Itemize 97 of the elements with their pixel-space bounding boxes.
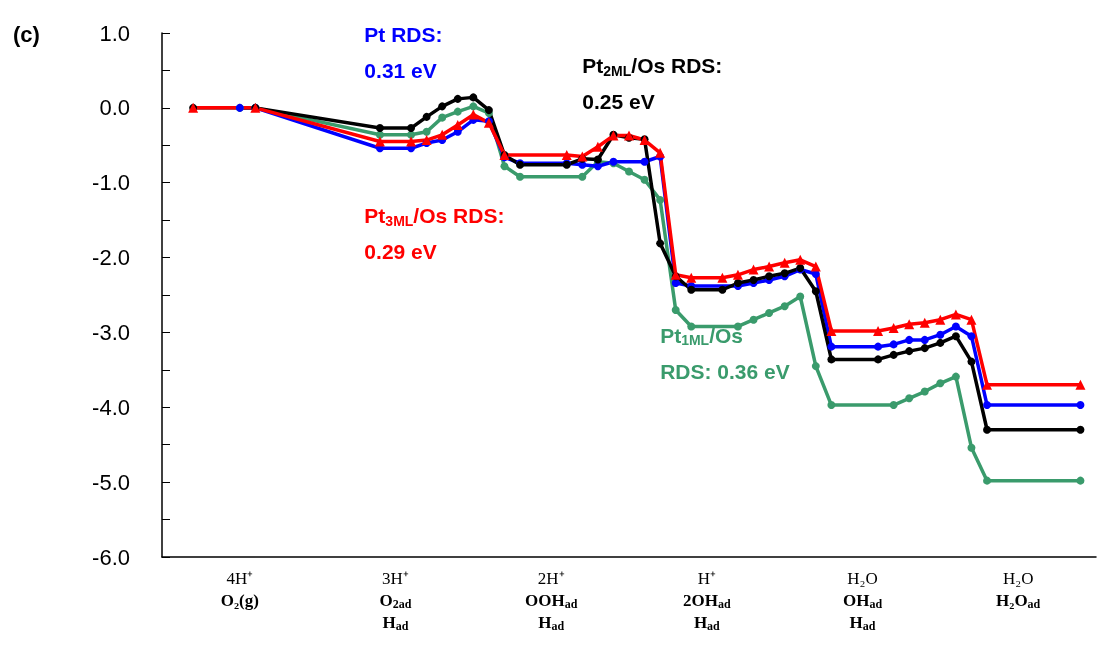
point: [905, 347, 914, 356]
point: [905, 394, 914, 403]
point: [936, 379, 945, 388]
point: [827, 401, 836, 410]
point: [578, 172, 587, 181]
y-tick-label: -6.0: [92, 544, 130, 570]
point: [655, 147, 666, 158]
point: [592, 141, 603, 152]
point: [1076, 401, 1085, 410]
point: [779, 257, 790, 268]
point: [764, 261, 775, 272]
point: [920, 335, 929, 344]
point: [920, 387, 929, 396]
point: [421, 135, 432, 146]
point: [765, 308, 774, 317]
point: [422, 127, 431, 136]
chart-title: (c): [13, 21, 40, 47]
point: [951, 322, 960, 331]
point: [950, 309, 961, 320]
y-tick-label: -1.0: [92, 170, 130, 196]
point: [810, 261, 821, 272]
point: [1076, 476, 1085, 485]
point: [406, 136, 417, 147]
point: [687, 285, 696, 294]
point: [438, 113, 447, 122]
point: [780, 302, 789, 311]
point: [827, 342, 836, 351]
point: [656, 239, 665, 248]
text: Pt RDS: 0.31 eV: [364, 23, 443, 83]
point: [500, 162, 509, 171]
point: [765, 272, 774, 281]
point: [811, 362, 820, 371]
point: [796, 292, 805, 301]
point: [671, 305, 680, 314]
point: [935, 314, 946, 325]
point: [1075, 379, 1086, 390]
point: [889, 340, 898, 349]
y-tick-label: -2.0: [92, 245, 130, 271]
point: [561, 150, 572, 161]
point: [1076, 425, 1085, 434]
point: [732, 269, 743, 280]
point: [671, 279, 680, 288]
y-tick-label: -3.0: [92, 319, 130, 345]
point: [453, 94, 462, 103]
point: [936, 338, 945, 347]
point: [951, 372, 960, 381]
point: [904, 319, 915, 330]
point: [374, 136, 385, 147]
point: [874, 342, 883, 351]
point: [422, 112, 431, 121]
point: [920, 344, 929, 353]
point: [687, 322, 696, 331]
point: [640, 157, 649, 166]
point: [640, 175, 649, 184]
point: [873, 325, 884, 336]
point: [874, 355, 883, 364]
point: [407, 124, 416, 133]
point: [889, 401, 898, 410]
point: [593, 162, 602, 171]
point: [469, 93, 478, 102]
point: [748, 264, 759, 275]
point: [469, 102, 478, 111]
point: [717, 272, 728, 283]
point: [905, 335, 914, 344]
point: [827, 355, 836, 364]
point: [516, 172, 525, 181]
point: [919, 317, 930, 328]
point: [967, 357, 976, 366]
point: [967, 443, 976, 452]
point: [453, 107, 462, 116]
y-tick-label: 1.0: [99, 20, 130, 46]
y-tick-label: 0.0: [99, 95, 130, 121]
point: [983, 476, 992, 485]
point: [795, 254, 806, 265]
point: [625, 167, 633, 176]
x-tick-label: 4H⁺ O₂(g): [220, 568, 259, 610]
point: [889, 350, 898, 359]
point: [468, 109, 479, 120]
point: [982, 379, 993, 390]
point: [452, 120, 463, 131]
point: [967, 332, 976, 341]
point: [983, 425, 992, 434]
point: [718, 285, 727, 294]
y-tick-label: -4.0: [92, 394, 130, 420]
point: [983, 401, 992, 410]
point: [811, 287, 820, 296]
point: [438, 102, 447, 111]
point: [375, 124, 384, 133]
point: [749, 315, 758, 324]
point: [936, 330, 945, 339]
point: [686, 272, 697, 283]
point: [966, 314, 977, 325]
point: [888, 322, 899, 333]
point: [951, 332, 960, 341]
point: [437, 129, 448, 140]
y-tick-label: -5.0: [92, 469, 130, 495]
point: [656, 195, 665, 204]
